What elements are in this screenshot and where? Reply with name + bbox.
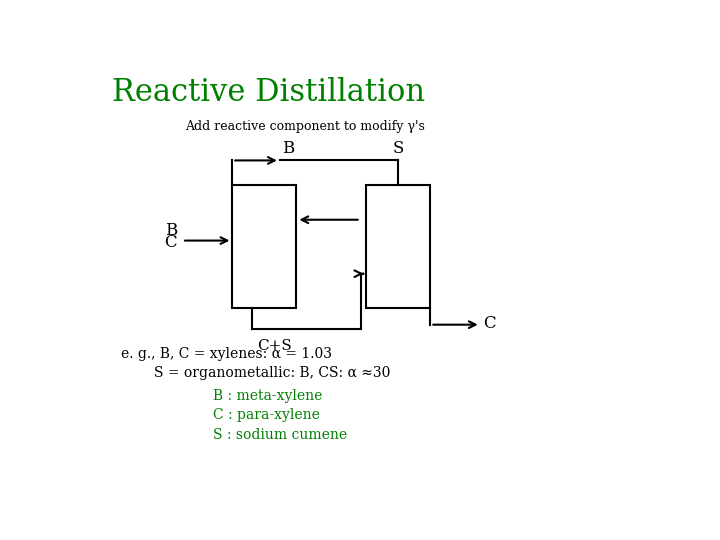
Text: C : para-xylene: C : para-xylene [213, 408, 320, 422]
Text: S: S [392, 140, 404, 157]
Text: S = organometallic: B, CS: α ≈30: S = organometallic: B, CS: α ≈30 [154, 367, 390, 381]
Bar [233, 185, 297, 308]
Text: C+S: C+S [257, 339, 292, 353]
Text: C: C [165, 234, 177, 251]
Text: B : meta-xylene: B : meta-xylene [213, 388, 322, 402]
Text: B: B [165, 222, 177, 239]
Text: Reactive Distillation: Reactive Distillation [112, 77, 426, 109]
Text: Add reactive component to modify γ's: Add reactive component to modify γ's [185, 120, 425, 133]
Bar [366, 185, 431, 308]
Text: C: C [483, 315, 496, 332]
Text: S : sodium cumene: S : sodium cumene [213, 428, 347, 442]
Text: B: B [282, 140, 294, 157]
Text: e. g., B, C = xylenes: α = 1.03: e. g., B, C = xylenes: α = 1.03 [121, 347, 332, 361]
